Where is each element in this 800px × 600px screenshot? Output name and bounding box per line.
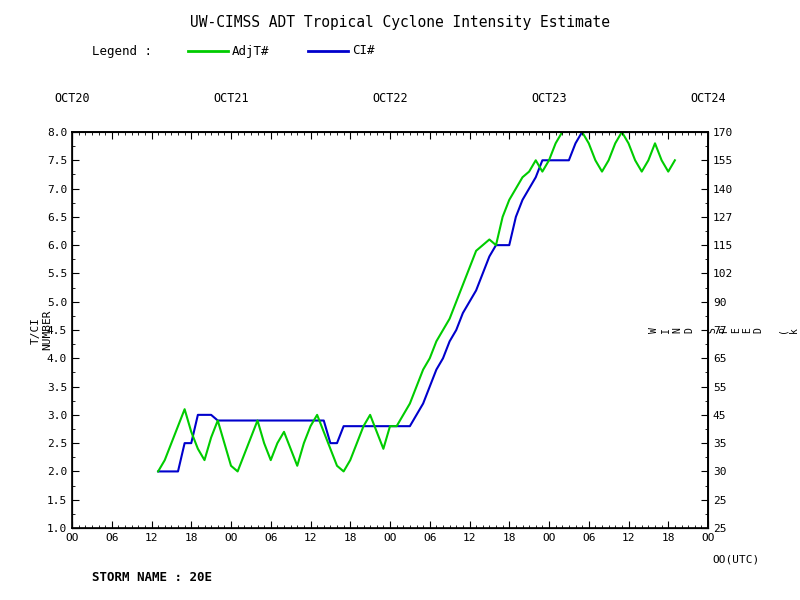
Text: Legend :: Legend : <box>92 44 152 58</box>
Text: UW-CIMSS ADT Tropical Cyclone Intensity Estimate: UW-CIMSS ADT Tropical Cyclone Intensity … <box>190 15 610 30</box>
Y-axis label: T/CI
NUMBER: T/CI NUMBER <box>30 310 52 350</box>
Y-axis label: W
I
N
D
 
S
P
E
E
D
 
(
k
t
s
): W I N D S P E E D ( k t s ) <box>650 327 800 333</box>
Text: AdjT#: AdjT# <box>232 44 270 58</box>
Text: OCT21: OCT21 <box>213 92 249 105</box>
Text: OCT20: OCT20 <box>54 92 90 105</box>
Text: OCT24: OCT24 <box>690 92 726 105</box>
Text: STORM NAME : 20E: STORM NAME : 20E <box>92 571 212 584</box>
Text: OCT22: OCT22 <box>372 92 408 105</box>
Text: OO(UTC): OO(UTC) <box>712 555 759 565</box>
Text: CI#: CI# <box>352 44 374 58</box>
Text: OCT23: OCT23 <box>531 92 567 105</box>
